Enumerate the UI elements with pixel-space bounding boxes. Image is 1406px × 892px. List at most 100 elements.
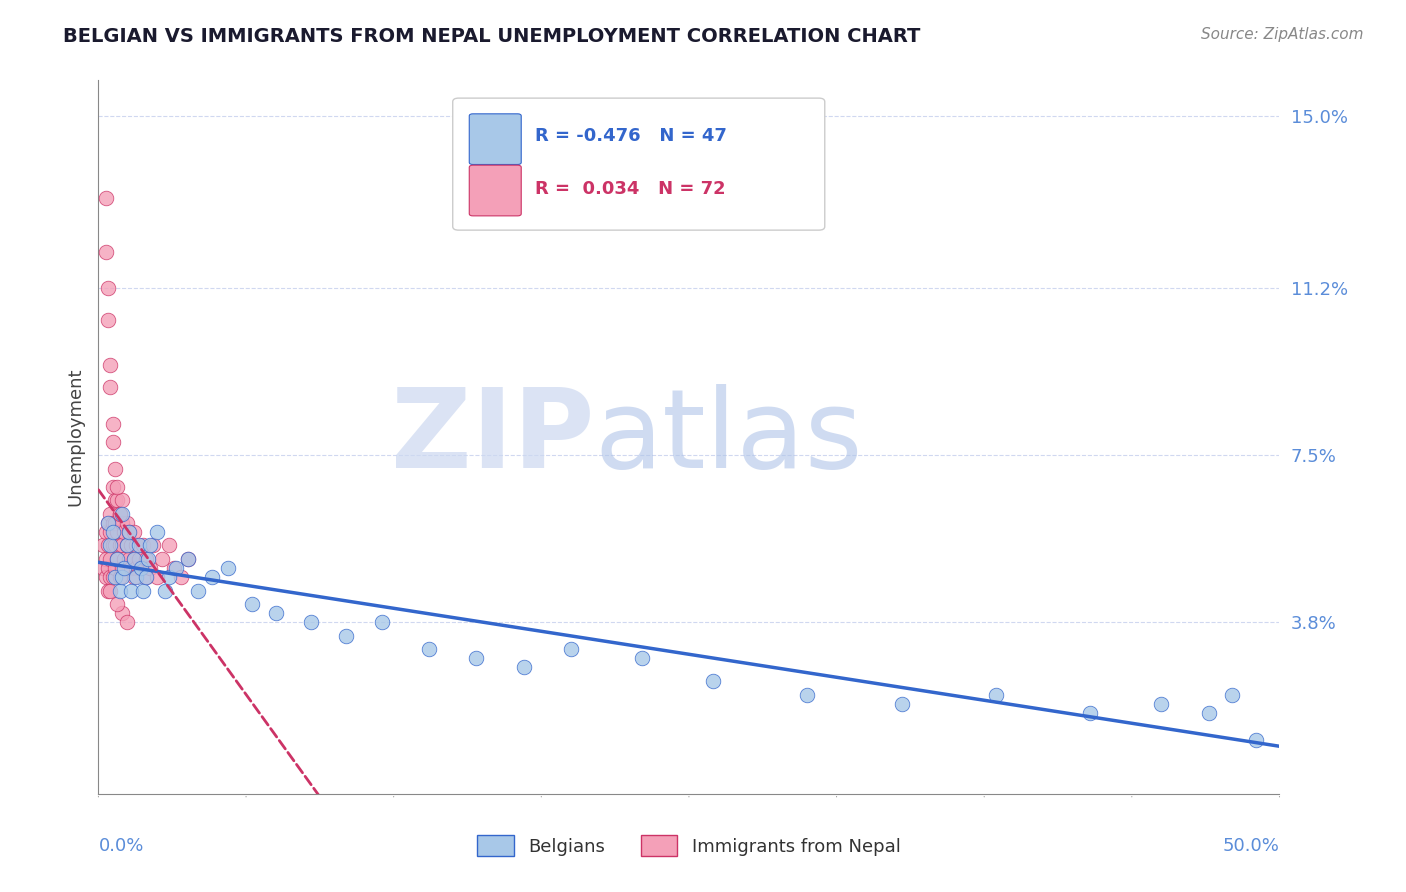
Point xyxy=(163,561,186,575)
Point xyxy=(512,660,534,674)
Point xyxy=(98,570,121,584)
Point xyxy=(560,642,582,657)
Point xyxy=(418,642,440,657)
FancyBboxPatch shape xyxy=(453,98,825,230)
Point xyxy=(139,561,162,575)
Point xyxy=(132,539,155,553)
Point xyxy=(125,561,148,575)
Point xyxy=(104,461,127,475)
Point xyxy=(187,583,209,598)
Point xyxy=(101,524,124,539)
Point xyxy=(135,570,157,584)
Point xyxy=(122,552,145,566)
Point xyxy=(264,606,287,620)
Point xyxy=(105,524,128,539)
Point xyxy=(112,552,135,566)
Point xyxy=(94,244,117,259)
Point xyxy=(177,552,200,566)
Point xyxy=(97,561,120,575)
Point xyxy=(104,493,127,508)
Point xyxy=(371,615,394,630)
Point xyxy=(105,480,128,494)
Point xyxy=(1244,732,1267,747)
Point xyxy=(115,615,138,630)
Point xyxy=(111,516,134,530)
Point xyxy=(97,312,120,326)
Point xyxy=(108,539,131,553)
Point xyxy=(128,539,150,553)
Point xyxy=(153,583,176,598)
Point xyxy=(115,539,138,553)
Point xyxy=(111,606,134,620)
Point xyxy=(97,539,120,553)
Point xyxy=(104,539,127,553)
Point xyxy=(240,597,263,611)
Point xyxy=(97,516,120,530)
Point xyxy=(108,507,131,521)
Point xyxy=(142,539,165,553)
Point xyxy=(94,524,117,539)
Point xyxy=(335,629,357,643)
Point xyxy=(101,516,124,530)
Point xyxy=(165,561,187,575)
Point xyxy=(125,570,148,584)
Point xyxy=(112,561,135,575)
Point xyxy=(105,493,128,508)
Point xyxy=(146,570,169,584)
Point xyxy=(98,507,121,521)
Point xyxy=(105,597,128,611)
Point xyxy=(97,516,120,530)
Point xyxy=(94,552,117,566)
Point xyxy=(108,583,131,598)
Point xyxy=(98,524,121,539)
Point xyxy=(111,539,134,553)
Point xyxy=(105,552,128,566)
Point xyxy=(702,673,724,688)
Point xyxy=(104,561,127,575)
Point xyxy=(98,583,121,598)
Point xyxy=(122,524,145,539)
Point xyxy=(121,583,143,598)
Y-axis label: Unemployment: Unemployment xyxy=(66,368,84,507)
Point xyxy=(299,615,322,630)
Point xyxy=(98,539,121,553)
Text: R = -0.476   N = 47: R = -0.476 N = 47 xyxy=(536,127,727,145)
Point xyxy=(1080,706,1102,720)
Point xyxy=(91,539,114,553)
Point xyxy=(122,570,145,584)
Point xyxy=(101,539,124,553)
Point xyxy=(111,570,134,584)
Point xyxy=(217,561,239,575)
Text: R =  0.034   N = 72: R = 0.034 N = 72 xyxy=(536,180,725,198)
Point xyxy=(104,516,127,530)
Point xyxy=(98,380,121,394)
Point xyxy=(177,552,200,566)
Point xyxy=(139,539,162,553)
Text: BELGIAN VS IMMIGRANTS FROM NEPAL UNEMPLOYMENT CORRELATION CHART: BELGIAN VS IMMIGRANTS FROM NEPAL UNEMPLO… xyxy=(63,27,921,45)
Point xyxy=(101,570,124,584)
Point xyxy=(91,561,114,575)
Point xyxy=(170,570,193,584)
Point xyxy=(121,561,143,575)
Point xyxy=(101,480,124,494)
Point xyxy=(101,417,124,431)
Point xyxy=(108,570,131,584)
Point xyxy=(115,516,138,530)
Text: 50.0%: 50.0% xyxy=(1223,837,1279,855)
Point xyxy=(111,561,134,575)
Point xyxy=(105,552,128,566)
Point xyxy=(132,583,155,598)
Point xyxy=(118,524,141,539)
FancyBboxPatch shape xyxy=(470,165,522,216)
Point xyxy=(129,561,152,575)
Legend: Belgians, Immigrants from Nepal: Belgians, Immigrants from Nepal xyxy=(470,828,908,863)
Point xyxy=(157,539,180,553)
Point xyxy=(111,507,134,521)
Point xyxy=(796,688,818,702)
Text: ZIP: ZIP xyxy=(391,384,595,491)
Point xyxy=(97,583,120,598)
Point xyxy=(157,570,180,584)
Point xyxy=(630,651,652,665)
Point xyxy=(150,552,173,566)
Point xyxy=(115,539,138,553)
